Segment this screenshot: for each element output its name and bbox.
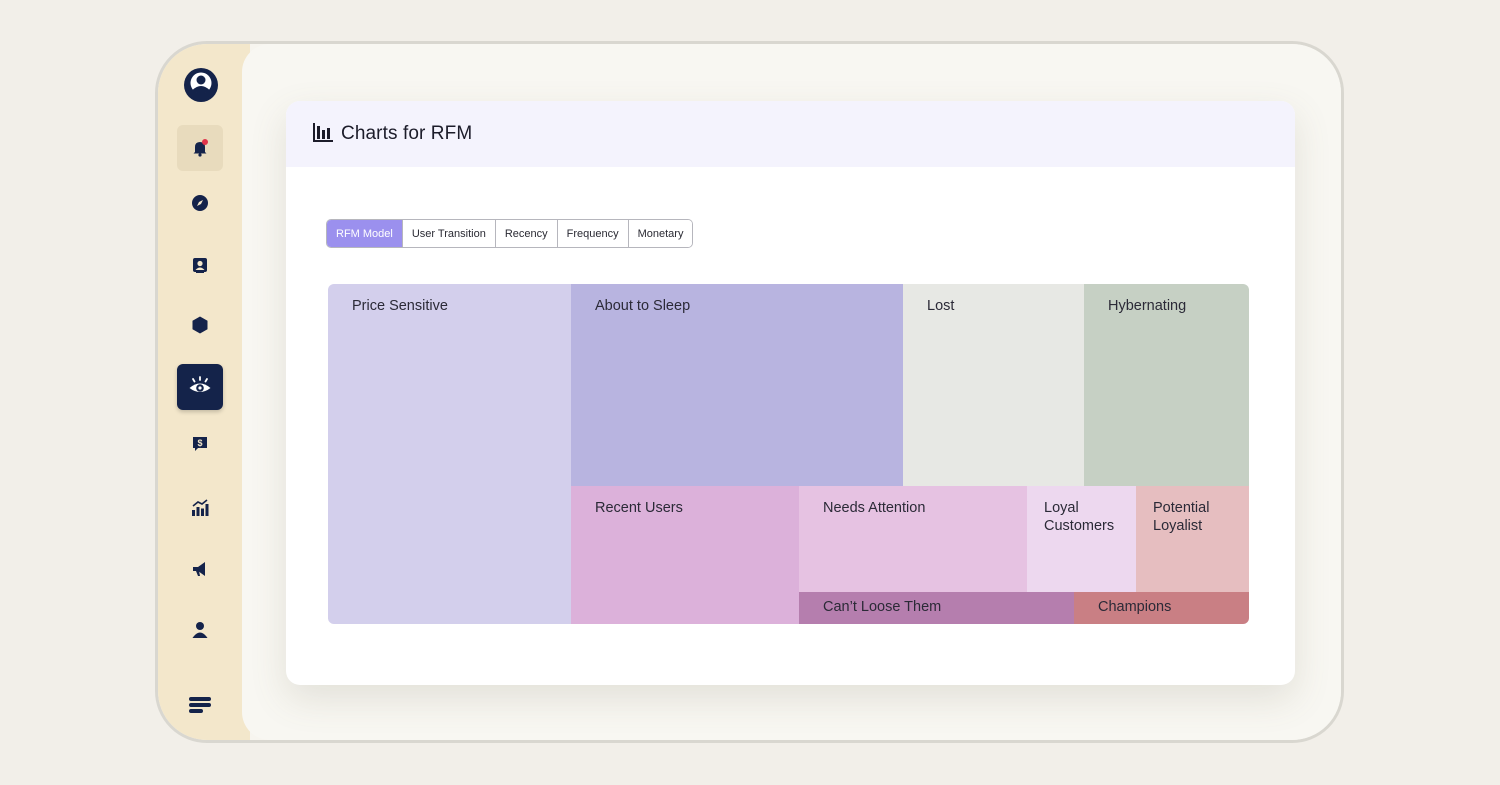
nav-insights[interactable]: [177, 364, 223, 410]
nav-analytics[interactable]: [177, 485, 223, 531]
tab-user-transition[interactable]: User Transition: [401, 220, 495, 247]
segment-label: Champions: [1098, 599, 1172, 615]
eye-icon: [188, 376, 212, 398]
segment-cant-loose-them[interactable]: Can’t Loose Them: [799, 592, 1074, 624]
segment-label: Can’t Loose Them: [823, 599, 942, 615]
segment-label: Hybernating: [1108, 298, 1187, 314]
nav-profile[interactable]: [177, 607, 223, 653]
nav-explore[interactable]: [177, 180, 223, 226]
nav-contacts[interactable]: [177, 242, 223, 288]
tab-frequency[interactable]: Frequency: [556, 220, 628, 247]
segment-label: Loyal Customers: [1044, 500, 1115, 534]
segment-label: Lost: [927, 298, 955, 314]
user-icon: [190, 620, 210, 640]
tab-monetary[interactable]: Monetary: [627, 220, 693, 247]
nav-menu[interactable]: [177, 682, 223, 728]
segment-loyal-customers[interactable]: Loyal Customers: [1027, 486, 1136, 592]
segment-recent-users[interactable]: Recent Users: [571, 486, 799, 624]
bell-icon: [190, 138, 210, 158]
hexagon-icon: [190, 315, 210, 335]
segment-hybernating[interactable]: Hybernating: [1084, 284, 1249, 486]
segment-about-to-sleep[interactable]: About to Sleep: [571, 284, 903, 486]
rfm-chart-card: Charts for RFM RFM Model User Transition…: [286, 101, 1295, 685]
svg-text:$: $: [197, 438, 202, 448]
segment-label: Price Sensitive: [352, 298, 448, 314]
tab-rfm-model[interactable]: RFM Model: [327, 220, 402, 247]
segment-needs-attention[interactable]: Needs Attention: [799, 486, 1027, 592]
nav-campaigns[interactable]: [177, 546, 223, 592]
segment-label: Recent Users: [595, 500, 683, 516]
nav-notifications[interactable]: [177, 125, 223, 171]
dollar-chat-icon: $: [190, 434, 210, 454]
nav-revenue[interactable]: $: [177, 421, 223, 467]
contacts-icon: [190, 255, 210, 275]
menu-icon: [188, 695, 212, 715]
avatar[interactable]: [182, 66, 220, 104]
segment-label: Potential Loyalist: [1153, 500, 1210, 534]
segment-lost[interactable]: Lost: [903, 284, 1084, 486]
nav-segments[interactable]: [177, 302, 223, 348]
segment-price-sensitive[interactable]: Price Sensitive: [328, 284, 571, 624]
segment-label: Needs Attention: [823, 500, 926, 516]
segment-champions[interactable]: Champions: [1074, 592, 1249, 624]
chart-tabs: RFM Model User Transition Recency Freque…: [326, 219, 694, 248]
segment-potential-loyalist[interactable]: Potential Loyalist: [1136, 486, 1249, 592]
compass-icon: [190, 193, 210, 213]
segment-label: About to Sleep: [595, 298, 691, 314]
card-title: Charts for RFM: [341, 123, 473, 144]
megaphone-icon: [190, 559, 210, 579]
rfm-treemap: Price Sensitive About to Sleep Lost Hybe…: [328, 284, 1249, 624]
bar-chart-icon: [312, 121, 334, 148]
card-header: Charts for RFM: [286, 101, 1295, 167]
tab-recency[interactable]: Recency: [494, 220, 557, 247]
bar-chart-icon: [190, 498, 210, 518]
